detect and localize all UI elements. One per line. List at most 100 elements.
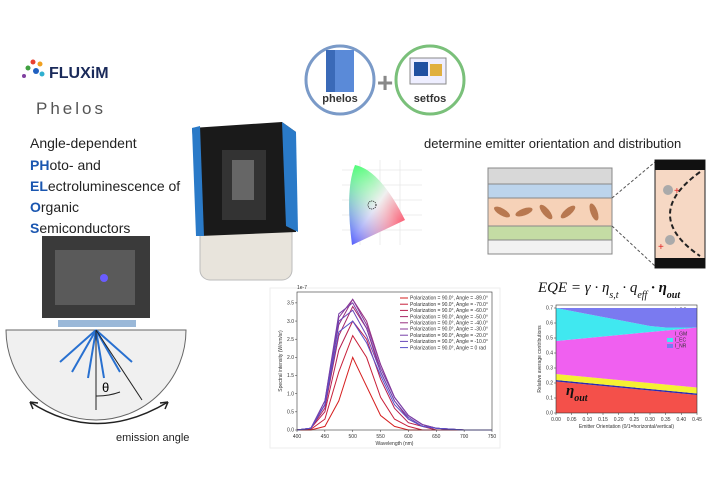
- initial: O: [30, 199, 41, 215]
- legend-label: Polarization = 90.0°, Angle = -70.0°: [410, 302, 488, 308]
- y-axis-label: Relative average contributions: [537, 325, 543, 393]
- legend-swatch: [667, 332, 673, 336]
- device: [192, 122, 298, 281]
- y-tick-label: 0.3: [546, 366, 553, 372]
- legend-label: Polarization = 90.0°, Angle = -40.0°: [410, 321, 488, 327]
- x-tick-label: 0.25: [629, 417, 639, 423]
- equation-part: · η: [647, 280, 666, 296]
- equation: EQE = γ · ηs,t · qeff · ηout: [537, 280, 681, 301]
- spectrum-line: [296, 320, 492, 431]
- chart-frame: [269, 287, 501, 449]
- x-tick-label: 450: [321, 434, 330, 440]
- x-tick-label: 650: [432, 434, 441, 440]
- legend-label: Polarization = 90.0°, Angle = 0 rad: [410, 345, 486, 351]
- x-tick-label: 500: [349, 434, 358, 440]
- description-line: ELectroluminescence of: [30, 178, 180, 194]
- emission-caption: emission angle: [116, 432, 189, 444]
- annotation: ηout: [566, 383, 589, 404]
- product: Phelos: [36, 99, 106, 118]
- orientation-title: determine emitter orientation and distri…: [424, 136, 681, 151]
- area: [556, 381, 697, 413]
- description: Angle-dependent PHoto- andELectrolumines…: [30, 135, 180, 236]
- angle-symbol: θ: [102, 380, 109, 395]
- x-tick-label: 0.00: [551, 417, 561, 423]
- brand: FLUXiM: [49, 65, 109, 82]
- description-line: Semiconductors: [30, 220, 130, 236]
- y-tick-label: 0.5: [546, 336, 553, 342]
- y-axis-label: Spectral intensity (W/nm/sr): [278, 330, 284, 392]
- logo: FLUXiM Phelos: [22, 59, 109, 118]
- x-tick-label: 0.30: [645, 417, 655, 423]
- x-tick-label: 0.45: [692, 417, 702, 423]
- legend-swatch: [667, 338, 673, 342]
- y-tick-label: 0.2: [546, 381, 553, 387]
- y-tick-label: 3.0: [287, 319, 294, 325]
- y-tick-label: 2.0: [287, 355, 294, 361]
- x-axis-label: Wavelength (nm): [376, 441, 414, 447]
- legend-label: Polarization = 90.0°, Angle = -89.0°: [410, 296, 488, 302]
- product-left: phelos: [322, 93, 357, 105]
- rest: ectroluminescence of: [48, 178, 180, 194]
- x-tick-label: 600: [404, 434, 413, 440]
- area: [556, 308, 697, 328]
- rest: oto- and: [49, 157, 100, 173]
- description-line: Organic: [30, 199, 79, 215]
- y-tick-label: 3.5: [287, 301, 294, 307]
- initial: EL: [30, 178, 48, 194]
- equation-subscript: s,t: [609, 290, 618, 301]
- rest: rganic: [41, 199, 79, 215]
- x-tick-label: 0.40: [676, 417, 686, 423]
- x-tick-label: 0.15: [598, 417, 608, 423]
- y-tick-label: 0.6: [546, 321, 553, 327]
- x-tick-label: 400: [293, 434, 302, 440]
- svg-text:+: +: [674, 186, 680, 197]
- equation-subscript: out: [667, 290, 682, 301]
- area: [556, 327, 697, 388]
- legend-label: Polarization = 90.0°, Angle = -30.0°: [410, 327, 488, 333]
- y-tick-label: 0.0: [287, 428, 294, 434]
- annotation-symbol: η: [566, 383, 574, 399]
- description-line: PHoto- and: [30, 157, 101, 173]
- x-tick-label: 0.20: [614, 417, 624, 423]
- svg-text:+: +: [658, 242, 664, 253]
- y-tick-label: 0.1: [546, 396, 553, 402]
- plus: +: [377, 67, 393, 98]
- legend-label: Polarization = 90.0°, Angle = -10.0°: [410, 339, 488, 345]
- x-tick-label: 0.10: [582, 417, 592, 423]
- area: [556, 374, 697, 394]
- y-tick-label: 0.5: [287, 410, 294, 416]
- products: phelos + setfos: [304, 44, 466, 116]
- emission-illustration: θ emission angle: [5, 236, 189, 444]
- x-tick-label: 0.35: [661, 417, 671, 423]
- area: [556, 380, 697, 395]
- offset-label: 1e-7: [297, 285, 307, 291]
- annotation-subscript: out: [574, 393, 589, 404]
- product-right: setfos: [414, 93, 446, 105]
- equation-part: EQE = γ · η: [537, 280, 609, 296]
- y-tick-label: 1.5: [287, 373, 294, 379]
- intro: Angle-dependent: [30, 135, 137, 151]
- equation-subscript: eff: [637, 290, 648, 301]
- x-tick-label: 750: [488, 434, 497, 440]
- x-tick-label: 0.05: [567, 417, 577, 423]
- charts: Polarization = 90.0°, Angle = -89.0°Pola…: [278, 285, 702, 447]
- plot-frame: [555, 304, 698, 414]
- cie-diagram: [342, 160, 422, 245]
- y-tick-label: 0.7: [546, 306, 553, 312]
- legend-label: Polarization = 90.0°, Angle = -20.0°: [410, 333, 488, 339]
- y-tick-label: 1.0: [287, 391, 294, 397]
- legend-label: Polarization = 90.0°, Angle = -50.0°: [410, 314, 488, 320]
- layer-stack: ++: [487, 159, 706, 269]
- y-tick-label: 0.4: [546, 351, 553, 357]
- area: [556, 308, 697, 341]
- y-tick-label: 0.0: [546, 411, 553, 417]
- x-tick-label: 550: [376, 434, 385, 440]
- legend-label: I_EC: [675, 338, 687, 344]
- legend-label: I_NR: [675, 344, 687, 350]
- y-tick-label: 2.5: [287, 337, 294, 343]
- legend-label: I_GM: [675, 332, 687, 338]
- legend-label: Polarization = 90.0°, Angle = -60.0°: [410, 308, 488, 314]
- x-tick-label: 700: [460, 434, 469, 440]
- initial: PH: [30, 157, 49, 173]
